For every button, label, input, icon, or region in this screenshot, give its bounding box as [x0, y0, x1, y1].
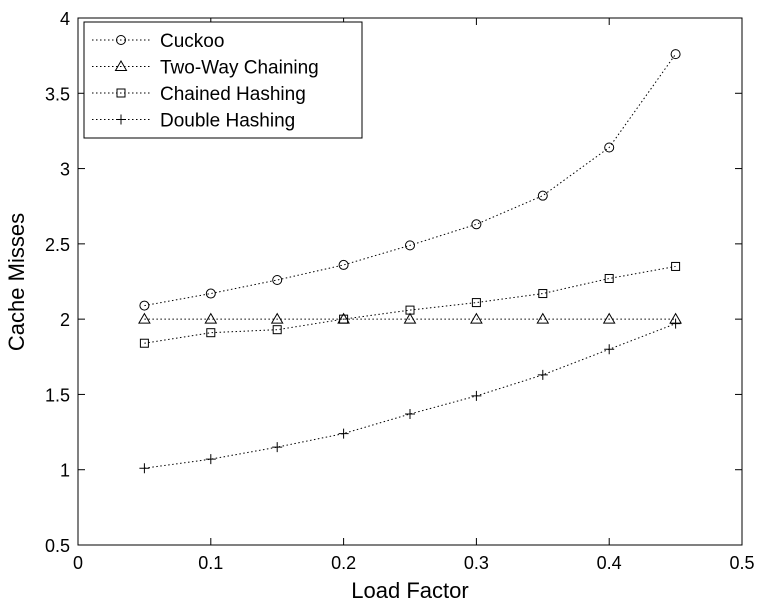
legend-marker-cuckoo	[116, 35, 126, 45]
data-point-double-hashing	[670, 318, 681, 329]
y-tick-label: 2.5	[45, 235, 70, 255]
x-tick-label: 0.4	[597, 553, 622, 573]
data-point-chained-hashing	[139, 338, 149, 348]
data-point-cuckoo	[338, 259, 349, 270]
data-point-double-hashing	[139, 463, 150, 474]
legend-box	[83, 21, 363, 139]
data-point-double-hashing	[405, 409, 415, 420]
data-point-two-way-chaining	[403, 312, 417, 324]
data-point-cuckoo	[272, 274, 283, 285]
x-tick-label: 0.2	[331, 553, 356, 573]
y-tick-label: 1	[60, 461, 70, 481]
y-tick-label: 3.5	[45, 84, 70, 104]
legend: Cuckoo Two-Way Chaining Chained Hashing Dou…	[83, 21, 363, 139]
data-point-chained-hashing	[671, 261, 681, 271]
data-point-cuckoo	[471, 219, 482, 230]
data-point-double-hashing	[205, 454, 216, 465]
data-point-double-hashing	[471, 390, 482, 401]
data-point-double-hashing	[338, 428, 349, 439]
legend-label-chained-hashing: Chained Hashing	[160, 84, 306, 105]
data-point-double-hashing	[537, 369, 548, 380]
data-point-two-way-chaining	[204, 312, 218, 324]
data-point-chained-hashing	[206, 328, 216, 338]
x-tick-label: 0.1	[198, 553, 223, 573]
series-cuckoo	[139, 49, 681, 311]
x-tick-label: 0.5	[729, 553, 754, 573]
legend-marker-chained-hashing	[116, 88, 126, 98]
legend-label-cuckoo: Cuckoo	[160, 31, 224, 52]
data-point-cuckoo	[537, 190, 548, 201]
legend-marker-double-hashing	[116, 114, 126, 125]
data-point-cuckoo	[670, 49, 681, 60]
data-point-cuckoo	[604, 142, 615, 153]
data-point-chained-hashing	[339, 314, 349, 324]
data-point-two-way-chaining	[138, 312, 151, 324]
data-point-chained-hashing	[604, 273, 614, 283]
y-tick-label: 2	[60, 310, 70, 330]
legend-label-two-way-chaining: Two-Way Chaining	[160, 58, 319, 79]
series-chained-hashing	[139, 261, 681, 348]
data-point-two-way-chaining	[270, 312, 284, 324]
data-point-chained-hashing	[405, 305, 415, 315]
data-point-cuckoo	[139, 300, 150, 311]
series-line-chained-hashing	[144, 265, 676, 344]
y-axis-label: Cache Misses	[4, 213, 29, 351]
data-point-cuckoo	[205, 288, 216, 299]
y-tick-label: 1.5	[45, 385, 70, 405]
data-point-two-way-chaining	[470, 312, 483, 324]
y-tick-label: 0.5	[45, 536, 70, 556]
data-point-two-way-chaining	[602, 312, 616, 324]
data-point-double-hashing	[272, 442, 283, 453]
data-point-chained-hashing	[538, 289, 548, 299]
x-axis-label: Load Factor	[351, 578, 468, 603]
x-tick-label: 0.3	[464, 553, 489, 573]
data-point-chained-hashing	[471, 298, 481, 308]
data-point-double-hashing	[604, 344, 615, 355]
y-tick-label: 4	[60, 9, 70, 29]
series-line-cuckoo	[144, 53, 677, 307]
y-tick-label: 3	[60, 160, 70, 180]
legend-marker-two-way-chaining	[114, 60, 128, 71]
legend-label-double-hashing: Double Hashing	[160, 111, 295, 132]
series-double-hashing	[139, 318, 681, 474]
data-point-chained-hashing	[272, 325, 282, 335]
series-line-double-hashing	[144, 323, 676, 469]
data-point-two-way-chaining	[536, 312, 550, 324]
data-point-cuckoo	[405, 240, 415, 251]
x-tick-label: 0	[73, 553, 83, 573]
